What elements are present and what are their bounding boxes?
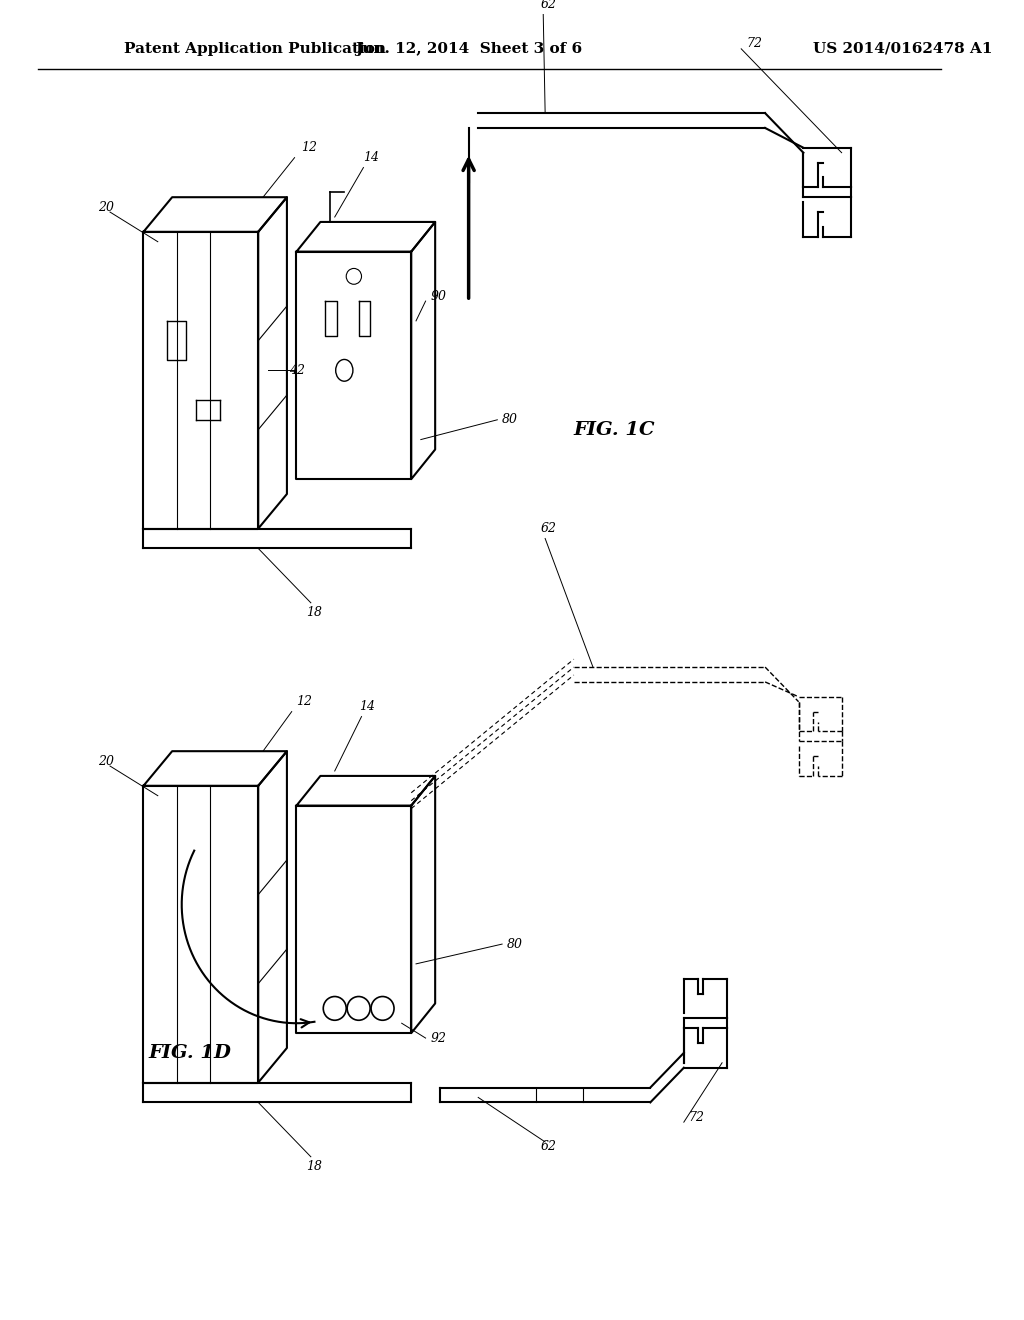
- Text: 72: 72: [746, 37, 762, 50]
- Text: FIG. 1D: FIG. 1D: [148, 1044, 231, 1061]
- Text: 20: 20: [97, 755, 114, 767]
- Text: 72: 72: [688, 1110, 705, 1123]
- Text: 14: 14: [364, 152, 380, 164]
- Text: Patent Application Publication: Patent Application Publication: [124, 42, 386, 55]
- Text: 92: 92: [430, 1031, 446, 1044]
- Text: 62: 62: [541, 1140, 556, 1154]
- Text: 80: 80: [507, 937, 523, 950]
- Text: 80: 80: [502, 413, 518, 426]
- Text: 18: 18: [306, 1160, 322, 1173]
- Text: 14: 14: [358, 700, 375, 713]
- Text: 18: 18: [306, 606, 322, 619]
- Text: 90: 90: [430, 289, 446, 302]
- Text: 62: 62: [541, 0, 556, 11]
- Text: Jun. 12, 2014  Sheet 3 of 6: Jun. 12, 2014 Sheet 3 of 6: [355, 42, 583, 55]
- Text: 42: 42: [289, 364, 305, 376]
- Text: 62: 62: [541, 523, 556, 535]
- Text: US 2014/0162478 A1: US 2014/0162478 A1: [813, 42, 992, 55]
- Text: 12: 12: [297, 696, 312, 709]
- Text: FIG. 1C: FIG. 1C: [573, 421, 655, 438]
- Text: 20: 20: [97, 201, 114, 214]
- Text: 12: 12: [301, 141, 317, 154]
